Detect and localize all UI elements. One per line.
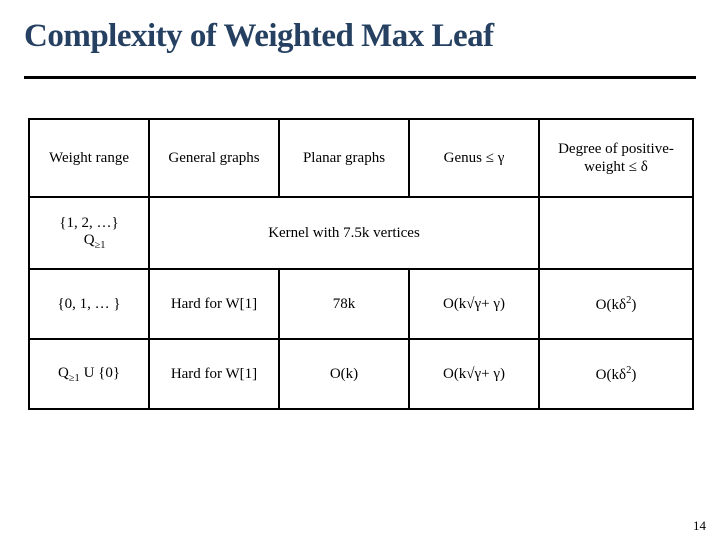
header-planar-graphs: Planar graphs: [279, 119, 409, 197]
weight-range-cell: {0, 1, … }: [29, 269, 149, 339]
c4-pre: O(kδ: [596, 367, 626, 383]
kernel-cell: Kernel with 7.5k vertices: [149, 197, 539, 269]
wr-sub: ≥1: [69, 373, 80, 384]
wr-set: {1, 2, …}: [59, 215, 118, 231]
empty-cell: [539, 197, 693, 269]
wr-q: Q: [58, 365, 69, 381]
cell-degree: O(kδ2): [539, 339, 693, 409]
slide-title: Complexity of Weighted Max Leaf: [24, 18, 494, 55]
wr-sub: ≥1: [95, 240, 106, 251]
cell-planar: 78k: [279, 269, 409, 339]
c4-post: ): [631, 297, 636, 313]
header-genus: Genus ≤ γ: [409, 119, 539, 197]
header-weight-range: Weight range: [29, 119, 149, 197]
cell-general: Hard for W[1]: [149, 269, 279, 339]
header-general-graphs: General graphs: [149, 119, 279, 197]
table-row: {0, 1, … } Hard for W[1] 78k O(k√γ+ γ) O…: [29, 269, 693, 339]
page-number: 14: [693, 518, 706, 534]
cell-degree: O(kδ2): [539, 269, 693, 339]
header-degree: Degree of positive-weight ≤ δ: [539, 119, 693, 197]
complexity-table: Weight range General graphs Planar graph…: [28, 118, 694, 410]
table-row: Q≥1 U {0} Hard for W[1] O(k) O(k√γ+ γ) O…: [29, 339, 693, 409]
table-row: {1, 2, …} Q≥1 Kernel with 7.5k vertices: [29, 197, 693, 269]
header-row: Weight range General graphs Planar graph…: [29, 119, 693, 197]
title-underline: [24, 76, 696, 79]
slide: Complexity of Weighted Max Leaf Weight r…: [0, 0, 720, 540]
weight-range-cell: Q≥1 U {0}: [29, 339, 149, 409]
wr-q: Q: [84, 232, 95, 248]
cell-planar: O(k): [279, 339, 409, 409]
cell-genus: O(k√γ+ γ): [409, 339, 539, 409]
wr-post: U {0}: [80, 365, 120, 381]
cell-general: Hard for W[1]: [149, 339, 279, 409]
c4-pre: O(kδ: [596, 297, 626, 313]
c4-post: ): [631, 367, 636, 383]
weight-range-cell: {1, 2, …} Q≥1: [29, 197, 149, 269]
cell-genus: O(k√γ+ γ): [409, 269, 539, 339]
